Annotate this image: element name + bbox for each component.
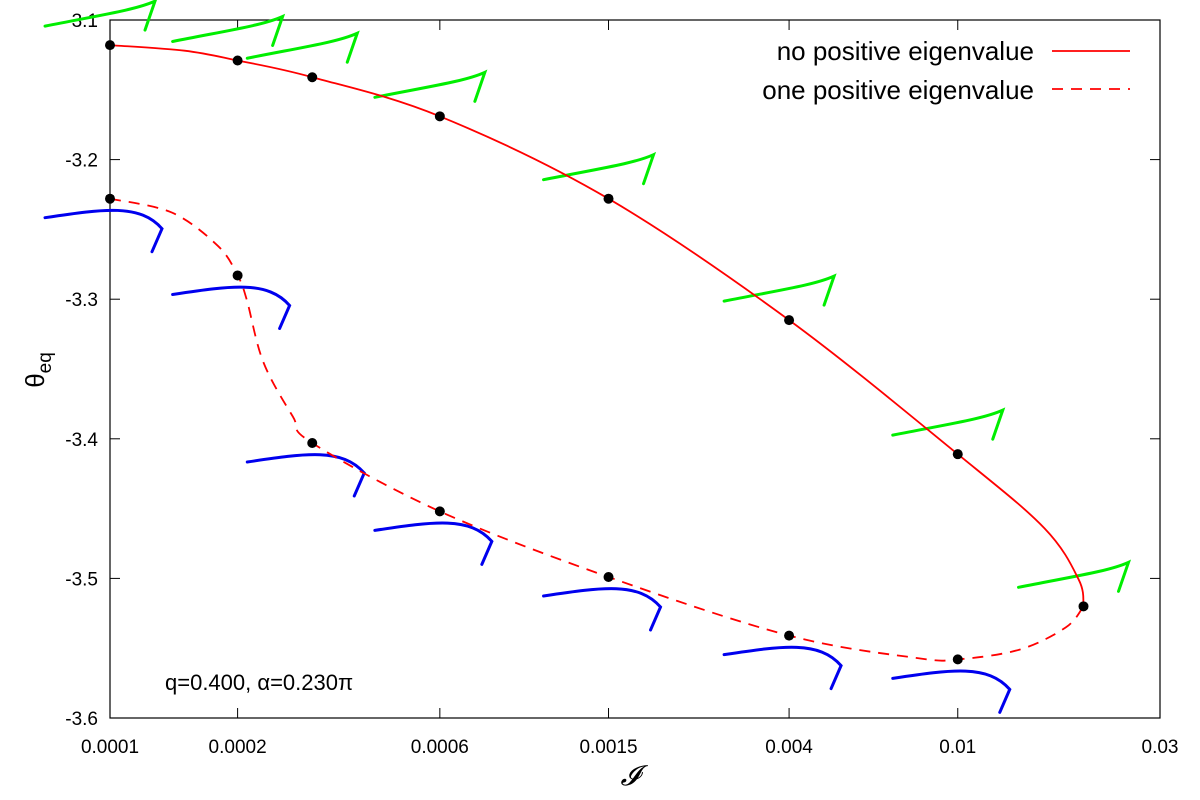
y-axis-label-main: θ	[20, 373, 50, 387]
data-point-1	[232, 55, 243, 66]
y-tick-label-1: -3.2	[65, 151, 98, 172]
plot-area	[109, 19, 1161, 719]
stable-glyph-7	[1017, 559, 1132, 593]
y-axis-label-sub: eq	[35, 352, 56, 373]
data-point-2	[307, 72, 318, 83]
data-point-11	[434, 506, 445, 517]
unstable-glyph-9	[171, 285, 292, 330]
data-point-3	[434, 111, 445, 122]
data-point-8	[105, 193, 115, 204]
x-tick-label-5: 0.01	[939, 737, 976, 758]
unstable-glyph-13	[722, 645, 843, 691]
axis-ticks: 0.0001 0.0002 0.0006 0.0015 0.004 0.01 0.03 -3.…	[65, 11, 1178, 758]
stable-glyph-2	[245, 30, 360, 64]
x-tick-label-3: 0.0015	[579, 737, 637, 758]
unstable-glyph-8	[43, 208, 164, 254]
stable-glyph-4	[542, 151, 657, 186]
data-point-9	[232, 270, 243, 281]
x-tick-label-0: 0.0001	[81, 737, 139, 758]
y-tick-label-4: -3.5	[65, 569, 98, 590]
y-tick-label-2: -3.3	[65, 290, 98, 311]
data-point-13	[784, 630, 795, 641]
data-point-12	[603, 572, 614, 583]
legend-label-solid: no positive eigenvalue	[777, 36, 1034, 66]
x-axis-label: 𝓘	[621, 759, 649, 792]
y-tick-label-5: -3.6	[65, 709, 98, 730]
legend: no positive eigenvalue one positive eige…	[762, 36, 1130, 105]
points-layer	[105, 40, 1089, 665]
data-point-4	[603, 193, 614, 204]
stable-glyph-5	[722, 273, 837, 307]
data-point-6	[952, 449, 963, 460]
y-axis-label: θeq	[20, 352, 56, 388]
data-point-5	[784, 315, 795, 326]
x-tick-label-2: 0.0006	[411, 737, 469, 758]
svg-text:θeq: θeq	[20, 352, 56, 388]
stable-glyph-0	[43, 0, 157, 32]
unstable-glyph-14	[891, 669, 1012, 714]
data-point-0	[105, 40, 115, 51]
stable-glyph-3	[373, 69, 488, 103]
data-point-10	[307, 437, 318, 448]
legend-label-dashed: one positive eigenvalue	[762, 75, 1034, 105]
unstable-glyph-11	[373, 521, 494, 566]
unstable-glyph-10	[245, 453, 366, 498]
glyph-layer	[43, 0, 1132, 714]
y-tick-label-3: -3.4	[65, 430, 98, 451]
x-tick-label-4: 0.004	[765, 737, 813, 758]
stable-glyph-6	[891, 407, 1006, 441]
data-point-14	[952, 654, 963, 665]
unstable-glyph-12	[542, 587, 663, 632]
parameter-annotation: q=0.400, α=0.230π	[165, 670, 353, 695]
x-tick-label-1: 0.0002	[209, 737, 267, 758]
stable-glyph-1	[171, 13, 286, 47]
data-point-7	[1078, 601, 1089, 612]
x-tick-label-6: 0.03	[1142, 737, 1179, 758]
